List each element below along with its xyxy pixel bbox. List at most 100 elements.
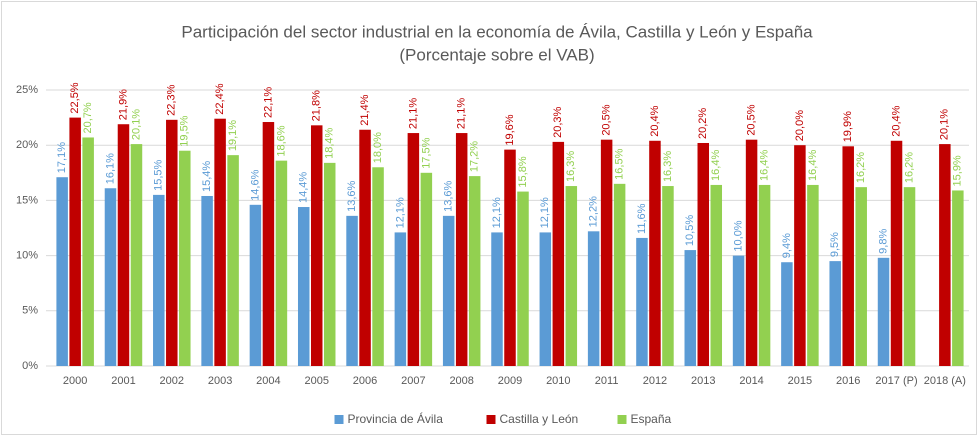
bar xyxy=(939,144,951,366)
data-label: 16,4% xyxy=(807,150,819,181)
data-label: 22,1% xyxy=(262,87,274,118)
bar xyxy=(842,146,854,366)
data-label: 21,1% xyxy=(456,98,468,129)
x-tick-label: 2006 xyxy=(353,375,377,387)
bar xyxy=(117,124,130,366)
bar xyxy=(130,144,143,366)
data-label: 20,2% xyxy=(697,108,709,139)
bar xyxy=(262,122,275,367)
data-label: 12,2% xyxy=(588,196,600,227)
data-label: 10,0% xyxy=(732,220,744,251)
x-tick-label: 2018 (A) xyxy=(924,375,966,387)
data-label: 18,0% xyxy=(372,132,384,163)
bar xyxy=(613,183,626,366)
bar xyxy=(56,177,68,366)
x-tick-label: 2000 xyxy=(63,375,87,387)
bar xyxy=(662,186,674,366)
bar xyxy=(372,167,384,366)
x-tick-label: 2016 xyxy=(836,375,860,387)
bar xyxy=(275,160,288,366)
data-label: 12,1% xyxy=(394,197,406,228)
bar xyxy=(636,237,648,366)
y-tick-label: 20% xyxy=(16,139,38,151)
data-label: 21,9% xyxy=(117,89,129,120)
legend-label: Castilla y León xyxy=(500,412,579,426)
legend-swatch xyxy=(334,415,344,424)
x-tick-label: 2007 xyxy=(401,375,425,387)
x-tick-label: 2013 xyxy=(691,375,715,387)
bar xyxy=(877,257,890,366)
x-tick-label: 2010 xyxy=(546,375,570,387)
bar xyxy=(491,232,503,366)
y-tick-label: 5% xyxy=(22,305,38,317)
x-tick-label: 2008 xyxy=(449,375,473,387)
bar xyxy=(201,195,213,366)
y-tick-label: 25% xyxy=(16,84,38,96)
bar xyxy=(952,190,964,366)
bar xyxy=(732,255,745,366)
x-tick-label: 2011 xyxy=(595,375,619,387)
data-label: 12,1% xyxy=(539,197,551,228)
x-tick-label: 2001 xyxy=(111,375,135,387)
data-label: 19,9% xyxy=(842,111,854,142)
bar xyxy=(346,215,358,366)
bar xyxy=(394,232,407,366)
data-label: 16,3% xyxy=(565,151,577,182)
bar xyxy=(297,207,310,366)
data-label: 13,6% xyxy=(346,180,358,211)
x-tick-label: 2004 xyxy=(256,375,280,387)
bar xyxy=(104,188,117,366)
data-label: 20,5% xyxy=(601,104,613,135)
data-label: 12,1% xyxy=(491,197,503,228)
x-tick-label: 2002 xyxy=(160,375,184,387)
data-label: 19,5% xyxy=(179,115,191,146)
bar xyxy=(504,149,516,366)
data-label: 20,4% xyxy=(649,105,661,136)
bar xyxy=(587,231,600,366)
data-label: 17,1% xyxy=(56,142,68,173)
bar xyxy=(745,139,758,366)
data-label: 16,2% xyxy=(903,152,915,183)
data-label: 9,8% xyxy=(877,229,889,254)
bar xyxy=(552,141,565,366)
bar xyxy=(684,250,697,366)
bar xyxy=(468,176,481,366)
data-label: 17,2% xyxy=(469,141,481,172)
bar xyxy=(82,137,94,366)
bar xyxy=(600,139,613,366)
data-label: 18,4% xyxy=(324,127,336,158)
data-label: 18,6% xyxy=(275,125,287,156)
legend-label: Provincia de Ávila xyxy=(348,411,444,426)
bar xyxy=(758,184,771,366)
bar xyxy=(565,186,578,366)
data-label: 22,3% xyxy=(166,84,178,115)
data-label: 10,5% xyxy=(684,215,696,246)
bar xyxy=(455,133,468,366)
bar xyxy=(249,204,262,366)
data-label: 14,6% xyxy=(249,169,261,200)
bar xyxy=(407,133,420,366)
bar xyxy=(227,155,239,366)
bar xyxy=(179,150,191,366)
x-tick-label: 2012 xyxy=(643,375,667,387)
data-label: 16,4% xyxy=(710,150,722,181)
data-label: 16,1% xyxy=(104,153,116,184)
legend-label: España xyxy=(631,412,672,426)
legend-swatch xyxy=(617,415,627,424)
data-label: 22,5% xyxy=(69,82,81,113)
bar xyxy=(539,232,552,366)
data-label: 22,4% xyxy=(214,83,226,114)
bar xyxy=(214,118,226,366)
bar xyxy=(855,187,867,366)
data-label: 21,8% xyxy=(311,90,323,121)
bar xyxy=(323,162,336,366)
y-tick-label: 0% xyxy=(22,360,38,372)
data-label: 16,4% xyxy=(758,150,770,181)
data-label: 20,4% xyxy=(890,105,902,136)
data-label: 20,7% xyxy=(82,102,94,133)
bar xyxy=(794,145,806,366)
data-label: 17,5% xyxy=(420,137,432,168)
data-label: 9,4% xyxy=(781,233,793,258)
